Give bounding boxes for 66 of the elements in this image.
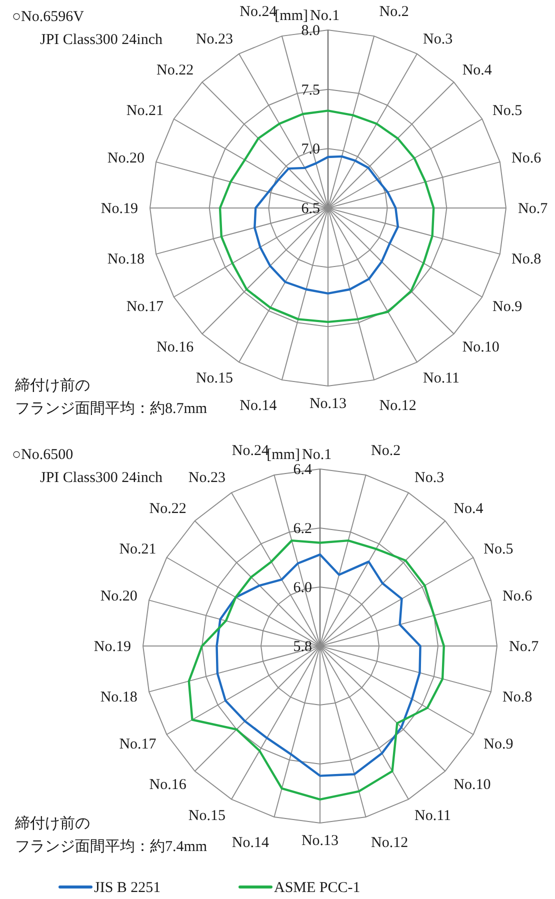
text: 締付け前の bbox=[14, 377, 90, 394]
spoke-label: No.11 bbox=[423, 370, 460, 387]
spoke-label: No.17 bbox=[119, 736, 157, 752]
spoke-label: No.1 bbox=[310, 8, 340, 24]
y-tick-label: 6.0 bbox=[293, 580, 312, 596]
y-tick-label: 6.4 bbox=[293, 462, 312, 478]
spoke-label: No.9 bbox=[484, 736, 514, 752]
y-tick-label: 6.2 bbox=[293, 521, 312, 537]
spoke-label: No.22 bbox=[149, 501, 186, 518]
spoke-label: No.4 bbox=[462, 62, 492, 78]
spoke-label: No.6 bbox=[502, 588, 533, 605]
text: フランジ面間平均：約8.7mm bbox=[15, 400, 208, 417]
spoke-label: No.9 bbox=[492, 299, 522, 315]
spoke-label: No.7 bbox=[518, 201, 548, 217]
spoke-label: No.5 bbox=[492, 103, 522, 119]
spoke-label: No.13 bbox=[309, 396, 347, 412]
text: [mm] bbox=[266, 447, 300, 463]
spoke-label: No.23 bbox=[196, 31, 233, 48]
spoke-label: No.8 bbox=[512, 252, 542, 268]
spoke-label: No.4 bbox=[454, 501, 484, 518]
text: [mm] bbox=[274, 8, 308, 24]
spoke-label: No.6 bbox=[512, 150, 542, 166]
spoke-label: No.12 bbox=[370, 835, 408, 852]
spoke-label: No.22 bbox=[156, 62, 194, 78]
chart-title: ○No.6596V bbox=[12, 9, 84, 25]
spoke-label: No.19 bbox=[94, 639, 131, 655]
spoke-label: No.14 bbox=[240, 398, 278, 414]
spoke-label: No.8 bbox=[502, 689, 532, 706]
spoke-label: No.3 bbox=[414, 470, 444, 486]
y-tick-label: 7.0 bbox=[301, 142, 320, 158]
spoke-label: No.2 bbox=[379, 4, 409, 20]
spoke-label: No.15 bbox=[188, 808, 226, 824]
spoke-label: No.17 bbox=[126, 299, 164, 315]
spoke-label: No.12 bbox=[379, 398, 416, 414]
chart-title: ○No.6500 bbox=[12, 447, 74, 463]
legend-label: JIS B 2251 bbox=[94, 880, 161, 896]
spoke-label: No.10 bbox=[462, 340, 500, 356]
spoke-label: No.10 bbox=[454, 776, 491, 793]
legend-label: ASME PCC-1 bbox=[274, 880, 360, 896]
spoke-label: No.19 bbox=[100, 201, 138, 217]
spoke-label: No.16 bbox=[156, 340, 194, 356]
y-tick-label: 5.8 bbox=[293, 639, 312, 655]
y-tick-label: 7.5 bbox=[301, 82, 320, 98]
y-tick-label: 8.0 bbox=[301, 23, 320, 39]
spoke-label: No.14 bbox=[232, 835, 270, 852]
spoke-label: No.11 bbox=[414, 808, 452, 824]
spoke-label: No.7 bbox=[509, 639, 540, 655]
spoke-label: No.2 bbox=[370, 442, 401, 459]
spoke-label: No.5 bbox=[484, 542, 514, 558]
spoke-label: No.3 bbox=[423, 31, 453, 48]
spoke-label: No.18 bbox=[100, 689, 138, 706]
spoke-label: No.15 bbox=[196, 370, 233, 387]
spoke-label: No.20 bbox=[100, 588, 138, 605]
spoke-label: No.1 bbox=[302, 447, 332, 463]
text: JPI Class300 24inch bbox=[40, 470, 164, 486]
spoke-label: No.21 bbox=[119, 542, 156, 558]
text: JPI Class300 24inch bbox=[40, 32, 164, 48]
spoke-label: No.18 bbox=[107, 252, 144, 268]
text: 締付け前の bbox=[14, 815, 90, 832]
spoke-label: No.21 bbox=[126, 103, 164, 119]
spoke-label: No.23 bbox=[188, 470, 226, 486]
y-tick-label: 6.5 bbox=[301, 201, 320, 217]
text: フランジ面間平均：約7.4mm bbox=[15, 838, 208, 855]
spoke-label: No.20 bbox=[107, 150, 144, 166]
spoke-label: No.13 bbox=[301, 833, 339, 849]
spoke-label: No.16 bbox=[149, 776, 187, 793]
